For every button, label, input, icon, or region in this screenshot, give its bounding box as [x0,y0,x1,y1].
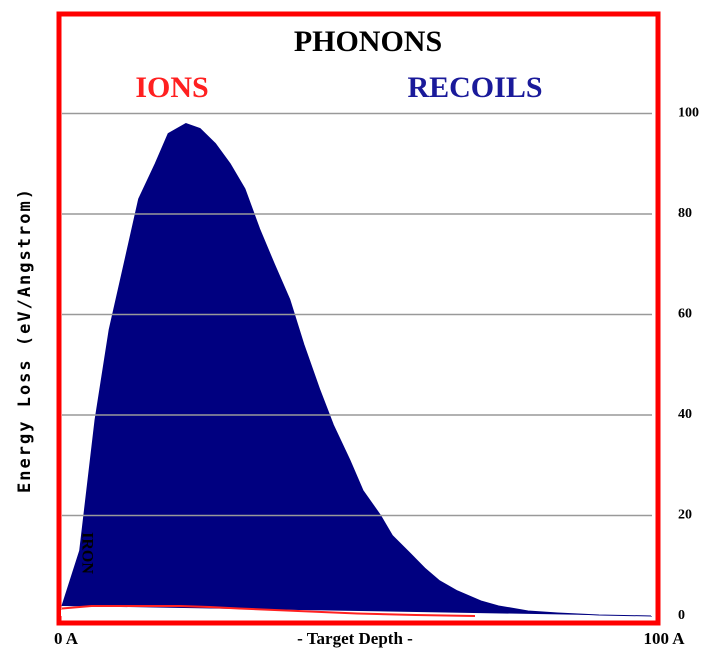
y-tick-label: 0 [678,608,685,623]
x-tick-label: 100 A [643,629,685,648]
y-tick-label: 100 [678,106,699,121]
x-axis-label: - Target Depth - [297,629,413,648]
y-tick-label: 20 [678,508,692,523]
y-tick-label: 80 [678,206,692,221]
area [61,122,653,617]
x-tick-label: 0 A [54,629,79,648]
chart-title: PHONONS [294,25,442,58]
legend-entry: RECOILS [407,71,542,104]
annotation: IRON [78,532,95,574]
y-tick-label: 60 [678,307,692,322]
y-axis-label: Energy Loss (eV/Angstrom) [15,187,35,493]
y-tick-label: 40 [678,407,692,422]
legend-entry: IONS [135,71,208,104]
line [61,604,476,617]
